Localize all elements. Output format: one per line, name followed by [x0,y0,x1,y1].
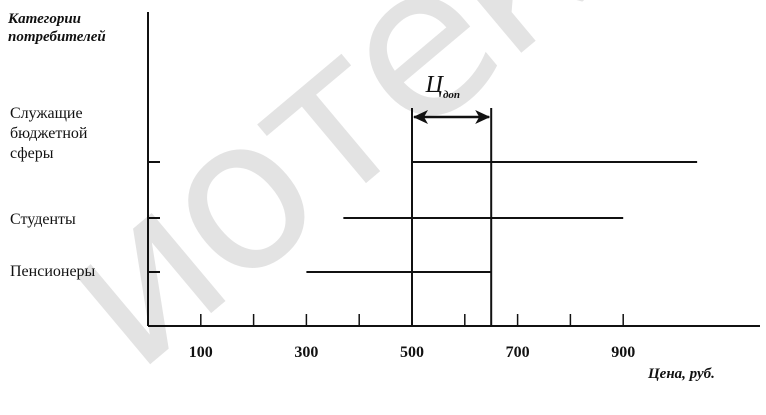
x-tick-label: 100 [188,344,213,361]
price-range-annotation-label: Цдоп [425,72,461,101]
category-label-pensioners: Пенсионеры [10,262,95,282]
category-label-line: Служащие [10,105,83,122]
annotation-arrow-head-left [413,110,428,124]
category-label-line: Студенты [10,211,76,228]
y-axis-label-line: потребителей [8,29,106,45]
y-axis-label: Категории потребителей [8,10,106,46]
x-tick-label: 700 [505,344,530,361]
x-tick-label: 300 [294,344,319,361]
chart: иотека Категории потребителей Служащие б… [8,0,760,415]
annotation-arrow-head-right [475,110,491,124]
category-label-line: бюджетной [10,125,88,142]
annotation-main: Ц [425,72,443,98]
x-tick-label: 900 [611,344,636,361]
x-tick-label: 500 [400,344,424,361]
category-label-line: сферы [10,145,54,162]
y-axis-label-line: Категории [8,11,82,27]
plot-area [147,12,760,327]
x-axis-label: Цена, руб. [648,366,715,382]
category-label-students: Студенты [10,210,76,230]
category-label-line: Пенсионеры [10,263,96,280]
category-label-budget-employees: Служащие бюджетной сферы [10,104,87,164]
annotation-sub: доп [442,89,461,101]
